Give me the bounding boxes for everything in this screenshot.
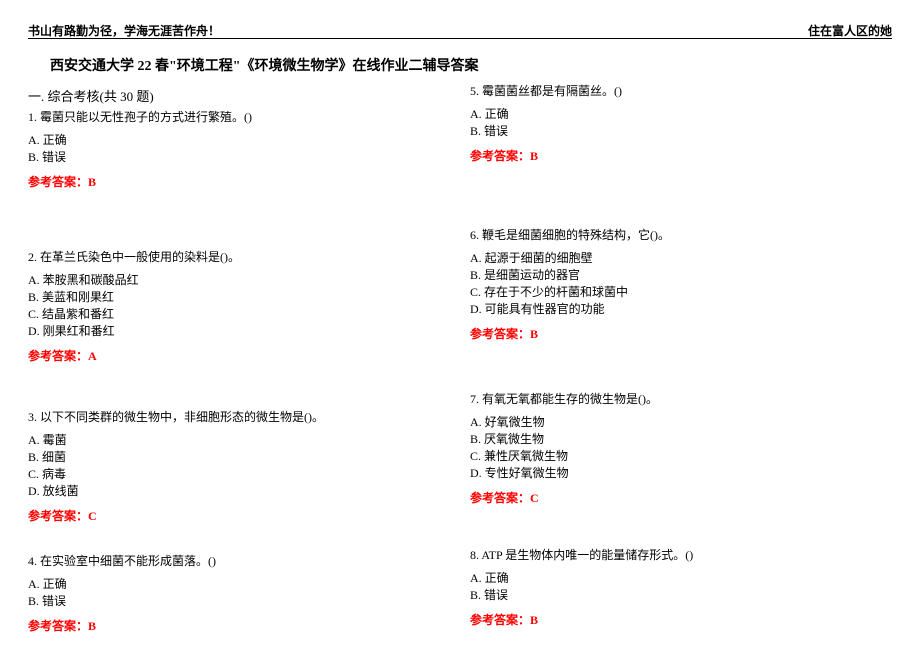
option: B. 细菌 <box>28 448 428 465</box>
option: A. 正确 <box>28 131 428 148</box>
page-title: 西安交通大学 22 春"环境工程"《环境微生物学》在线作业二辅导答案 <box>50 55 479 75</box>
option: A. 苯胺黑和碳酸品红 <box>28 271 428 288</box>
option: C. 病毒 <box>28 465 428 482</box>
option: A. 起源于细菌的细胞壁 <box>470 249 870 266</box>
option: C. 兼性厌氧微生物 <box>470 447 870 464</box>
option: B. 厌氧微生物 <box>470 430 870 447</box>
answer: 参考答案：B <box>470 325 870 342</box>
option: B. 错误 <box>470 586 870 603</box>
question-7: 7. 有氧无氧都能生存的微生物是()。 A. 好氧微生物 B. 厌氧微生物 C.… <box>470 390 870 506</box>
question-text: 7. 有氧无氧都能生存的微生物是()。 <box>470 390 870 409</box>
answer: 参考答案：A <box>28 347 428 364</box>
option: B. 错误 <box>28 592 428 609</box>
section-heading: 一. 综合考核(共 30 题) <box>28 86 154 105</box>
question-3: 3. 以下不同类群的微生物中，非细胞形态的微生物是()。 A. 霉菌 B. 细菌… <box>28 408 428 524</box>
option: C. 结晶紫和番红 <box>28 305 428 322</box>
option: A. 正确 <box>470 569 870 586</box>
option: B. 美蓝和刚果红 <box>28 288 428 305</box>
answer: 参考答案：C <box>28 507 428 524</box>
answer: 参考答案：C <box>470 489 870 506</box>
question-8: 8. ATP 是生物体内唯一的能量储存形式。() A. 正确 B. 错误 参考答… <box>470 546 870 628</box>
answer: 参考答案：B <box>470 147 870 164</box>
option: A. 好氧微生物 <box>470 413 870 430</box>
question-text: 6. 鞭毛是细菌细胞的特殊结构，它()。 <box>470 226 870 245</box>
header-right: 住在富人区的她 <box>808 22 892 39</box>
option: D. 刚果红和番红 <box>28 322 428 339</box>
question-5: 5. 霉菌菌丝都是有隔菌丝。() A. 正确 B. 错误 参考答案：B <box>470 82 870 164</box>
question-text: 1. 霉菌只能以无性孢子的方式进行繁殖。() <box>28 108 428 127</box>
question-6: 6. 鞭毛是细菌细胞的特殊结构，它()。 A. 起源于细菌的细胞壁 B. 是细菌… <box>470 226 870 342</box>
header-rule <box>28 38 892 39</box>
question-text: 5. 霉菌菌丝都是有隔菌丝。() <box>470 82 870 101</box>
option: B. 错误 <box>28 148 428 165</box>
option: D. 可能具有性器官的功能 <box>470 300 870 317</box>
option: A. 正确 <box>28 575 428 592</box>
question-text: 4. 在实验室中细菌不能形成菌落。() <box>28 552 428 571</box>
option: B. 错误 <box>470 122 870 139</box>
answer: 参考答案：B <box>28 173 428 190</box>
question-1: 1. 霉菌只能以无性孢子的方式进行繁殖。() A. 正确 B. 错误 参考答案：… <box>28 108 428 190</box>
header-left: 书山有路勤为径，学海无涯苦作舟！ <box>28 22 220 39</box>
question-text: 3. 以下不同类群的微生物中，非细胞形态的微生物是()。 <box>28 408 428 427</box>
question-text: 8. ATP 是生物体内唯一的能量储存形式。() <box>470 546 870 565</box>
option: A. 正确 <box>470 105 870 122</box>
answer: 参考答案：B <box>470 611 870 628</box>
option: D. 放线菌 <box>28 482 428 499</box>
option: A. 霉菌 <box>28 431 428 448</box>
option: B. 是细菌运动的器官 <box>470 266 870 283</box>
question-2: 2. 在革兰氏染色中一般使用的染料是()。 A. 苯胺黑和碳酸品红 B. 美蓝和… <box>28 248 428 364</box>
question-text: 2. 在革兰氏染色中一般使用的染料是()。 <box>28 248 428 267</box>
option: C. 存在于不少的杆菌和球菌中 <box>470 283 870 300</box>
answer: 参考答案：B <box>28 617 428 634</box>
question-4: 4. 在实验室中细菌不能形成菌落。() A. 正确 B. 错误 参考答案：B <box>28 552 428 634</box>
option: D. 专性好氧微生物 <box>470 464 870 481</box>
